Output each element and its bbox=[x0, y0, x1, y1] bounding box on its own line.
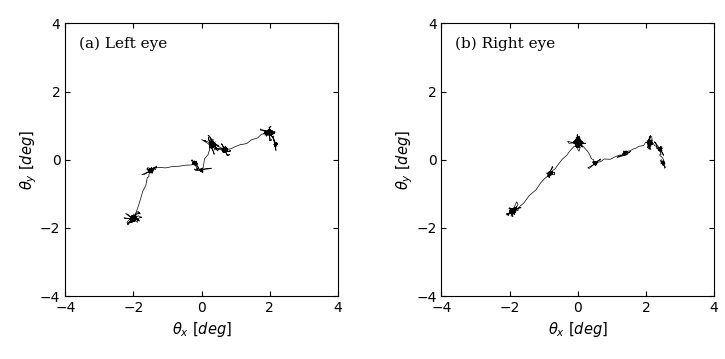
Y-axis label: $\theta_y\ [deg]$: $\theta_y\ [deg]$ bbox=[18, 130, 38, 190]
Text: (a) Left eye: (a) Left eye bbox=[79, 37, 167, 51]
Text: (b) Right eye: (b) Right eye bbox=[455, 37, 555, 51]
X-axis label: $\theta_x\ [deg]$: $\theta_x\ [deg]$ bbox=[172, 321, 231, 340]
X-axis label: $\theta_x\ [deg]$: $\theta_x\ [deg]$ bbox=[548, 321, 608, 340]
Y-axis label: $\theta_y\ [deg]$: $\theta_y\ [deg]$ bbox=[394, 130, 415, 190]
